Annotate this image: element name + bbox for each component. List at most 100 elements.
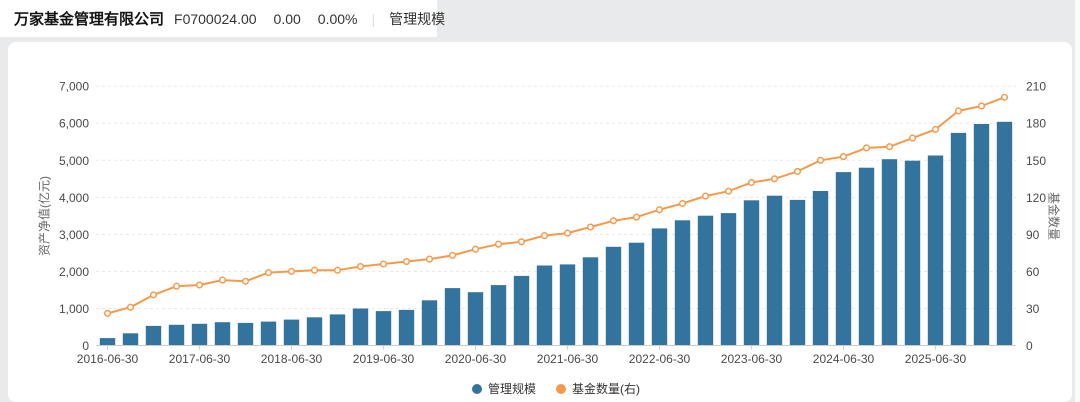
change-percent: 0.00%	[317, 10, 358, 27]
bar[interactable]	[973, 124, 990, 346]
line-point-marker[interactable]	[977, 102, 986, 110]
line-point-marker[interactable]	[287, 267, 296, 275]
bar[interactable]	[858, 167, 875, 346]
line-point-marker[interactable]	[908, 134, 917, 142]
right-axis-tick-label: 60	[1026, 265, 1040, 279]
bar[interactable]	[421, 300, 438, 346]
fund-code: F0700024.00	[174, 10, 257, 27]
line-point-marker[interactable]	[126, 303, 135, 311]
line-point-marker[interactable]	[724, 187, 733, 195]
bar[interactable]	[490, 285, 507, 346]
bar[interactable]	[835, 172, 852, 346]
line-point-marker[interactable]	[701, 192, 710, 200]
bar[interactable]	[168, 324, 185, 346]
line-point-marker[interactable]	[172, 282, 181, 290]
line-point-marker[interactable]	[195, 281, 204, 289]
line-point-marker[interactable]	[517, 238, 526, 246]
bar[interactable]	[260, 321, 277, 346]
bar[interactable]	[122, 333, 139, 346]
bar[interactable]	[513, 275, 530, 346]
left-axis-tick-label: 5,000	[59, 154, 89, 168]
line-point-marker[interactable]	[149, 291, 158, 299]
bar[interactable]	[329, 314, 346, 346]
left-axis-tick-label: 0	[82, 339, 89, 353]
line-point-marker[interactable]	[839, 153, 848, 161]
x-axis-tick-label: 2016-06-30	[77, 352, 139, 366]
line-point-marker[interactable]	[494, 240, 503, 248]
bar[interactable]	[812, 191, 829, 346]
gridlines	[96, 85, 1016, 309]
line-point-marker[interactable]	[264, 269, 273, 277]
bar[interactable]	[467, 292, 484, 346]
line-point-marker[interactable]	[356, 262, 365, 271]
bar[interactable]	[191, 323, 208, 346]
bar[interactable]	[214, 322, 231, 346]
line-point-marker[interactable]	[609, 217, 618, 225]
line-point-marker[interactable]	[379, 260, 388, 268]
bar[interactable]	[605, 246, 622, 346]
bar[interactable]	[996, 121, 1013, 346]
line-point-marker[interactable]	[586, 223, 595, 231]
bar[interactable]	[237, 322, 254, 346]
line-point-marker[interactable]	[448, 251, 457, 259]
bar[interactable]	[674, 220, 691, 346]
bar[interactable]	[398, 309, 415, 346]
bar[interactable]	[904, 160, 921, 346]
bar[interactable]	[582, 257, 599, 346]
line-point-marker[interactable]	[563, 229, 572, 237]
line-point-marker[interactable]	[793, 167, 802, 175]
bar[interactable]	[536, 265, 553, 346]
bar-series-aum	[99, 121, 1013, 346]
bar[interactable]	[697, 215, 714, 346]
bar[interactable]	[306, 317, 323, 346]
bar[interactable]	[743, 200, 760, 346]
bar[interactable]	[283, 319, 300, 346]
line-point-marker[interactable]	[471, 245, 480, 253]
line-point-marker[interactable]	[931, 125, 940, 133]
line-point-marker[interactable]	[655, 206, 664, 214]
bar[interactable]	[881, 159, 898, 346]
line-point-marker[interactable]	[218, 276, 227, 284]
bar[interactable]	[651, 228, 668, 346]
x-axis-tick-label: 2019-06-30	[353, 352, 415, 366]
chart-legend: 管理规模 基金数量(右)	[471, 380, 640, 397]
bar[interactable]	[720, 213, 737, 346]
bar[interactable]	[375, 311, 392, 346]
bar[interactable]	[950, 132, 967, 346]
line-point-marker[interactable]	[770, 175, 779, 183]
line-point-marker[interactable]	[241, 277, 250, 285]
left-axis-tick-label: 7,000	[59, 80, 89, 94]
scrollbar-track[interactable]	[1075, 0, 1080, 402]
line-point-marker[interactable]	[885, 143, 894, 151]
line-point-marker[interactable]	[954, 107, 963, 115]
left-axis-tick-label: 3,000	[59, 228, 89, 242]
line-point-marker[interactable]	[632, 213, 641, 221]
legend-item-fund-count[interactable]: 基金数量(右)	[556, 380, 640, 397]
bar[interactable]	[99, 338, 116, 346]
line-point-marker[interactable]	[862, 144, 871, 152]
line-point-marker[interactable]	[747, 178, 756, 187]
line-point-marker[interactable]	[402, 257, 411, 266]
bar[interactable]	[766, 195, 783, 346]
bar[interactable]	[559, 264, 576, 346]
line-point-marker[interactable]	[540, 232, 549, 240]
line-point-marker[interactable]	[333, 266, 342, 274]
line-point-marker[interactable]	[1000, 93, 1009, 101]
left-axis-tick-label: 6,000	[59, 117, 89, 131]
right-axis-tick-label: 0	[1026, 339, 1033, 353]
bar[interactable]	[628, 242, 645, 346]
bar[interactable]	[444, 288, 461, 346]
line-point-marker[interactable]	[103, 309, 112, 317]
right-axis-tick-labels: 0 30 60 90 120 150 180 210	[1026, 80, 1046, 353]
line-point-marker[interactable]	[310, 266, 319, 274]
line-point-marker[interactable]	[678, 199, 687, 208]
line-point-marker[interactable]	[425, 255, 434, 263]
legend-item-aum[interactable]: 管理规模	[471, 380, 536, 397]
bar[interactable]	[145, 325, 162, 346]
bar[interactable]	[927, 155, 944, 346]
bar[interactable]	[789, 199, 806, 346]
x-axis-tick-label: 2023-06-30	[721, 352, 783, 366]
tab-management-scale[interactable]: 管理规模	[389, 10, 446, 27]
line-point-marker[interactable]	[816, 156, 825, 164]
bar[interactable]	[352, 308, 369, 346]
